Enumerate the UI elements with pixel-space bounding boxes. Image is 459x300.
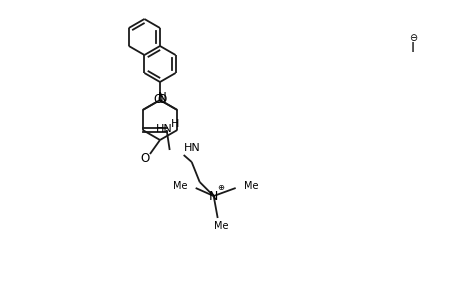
Text: O: O: [153, 92, 162, 106]
Text: HN: HN: [156, 124, 172, 134]
Text: O: O: [157, 92, 166, 106]
Text: HN: HN: [183, 143, 200, 153]
Text: Me: Me: [243, 181, 257, 191]
Text: N: N: [208, 190, 218, 202]
Text: Me: Me: [214, 221, 229, 231]
Text: N: N: [157, 91, 166, 103]
Text: ⊖: ⊖: [408, 33, 416, 43]
Text: O: O: [140, 152, 149, 164]
Text: ⊕: ⊕: [217, 184, 224, 193]
Text: I: I: [410, 41, 414, 55]
Text: H: H: [170, 119, 179, 129]
Text: Me: Me: [173, 181, 187, 191]
